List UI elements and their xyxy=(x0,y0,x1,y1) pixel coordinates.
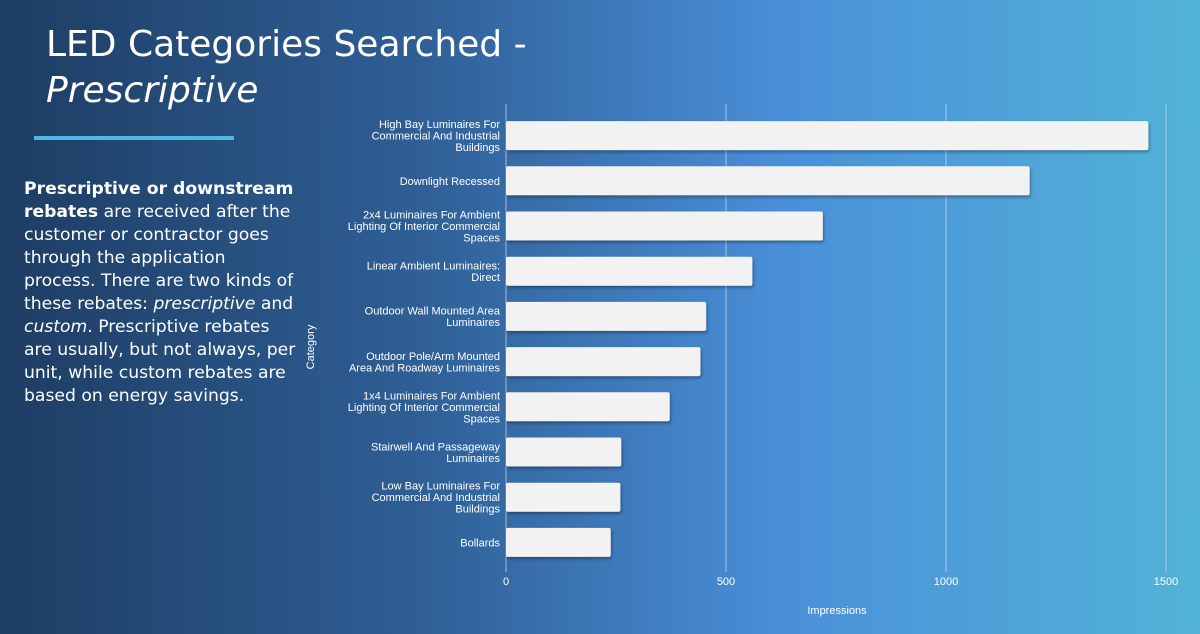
bar xyxy=(506,347,701,377)
bar xyxy=(506,121,1149,151)
description-paragraph: Prescriptive or downstream rebates are r… xyxy=(24,178,296,408)
x-tick-label: 1000 xyxy=(934,576,958,588)
x-axis-title: Impressions xyxy=(807,605,867,617)
category-label: 2x4 Luminaires For Ambient Lighting Of In… xyxy=(348,210,501,245)
description-text-2: and xyxy=(255,294,294,314)
description-italic-custom: custom xyxy=(24,317,88,337)
x-tick-label: 1500 xyxy=(1154,576,1178,588)
category-label: 1x4 Luminaires For Ambient Lighting Of In… xyxy=(348,390,501,425)
description-bold-lead: Prescriptive or downstream rebates xyxy=(24,179,294,222)
category-label: Low Bay Luminaires For Commercial And Ind… xyxy=(372,481,501,516)
bar xyxy=(506,392,670,422)
bar xyxy=(506,437,622,467)
x-tick-label: 0 xyxy=(503,576,509,588)
category-label: Downlight Recessed xyxy=(400,176,500,188)
bar xyxy=(506,301,707,331)
slide-title: LED Categories Searched - Prescriptive xyxy=(46,22,606,114)
bar xyxy=(506,482,621,512)
bar xyxy=(506,211,823,241)
title-line-1: LED Categories Searched - xyxy=(46,24,527,65)
category-label: Outdoor Wall Mounted Area Luminaires xyxy=(365,306,501,330)
description-italic-prescriptive: prescriptive xyxy=(153,294,256,314)
category-label: Bollards xyxy=(460,537,500,549)
description-text-3: . Prescriptive rebates are usually, but … xyxy=(24,317,296,406)
title-line-2: Prescriptive xyxy=(46,70,259,111)
category-label: Outdoor Pole/Arm Mounted Area And Roadway… xyxy=(349,351,501,375)
category-label: Linear Ambient Luminaires: Direct xyxy=(367,260,500,284)
category-label: High Bay Luminaires For Commercial And In… xyxy=(372,119,501,154)
x-tick-label: 500 xyxy=(717,576,735,588)
bar xyxy=(506,256,753,286)
bar xyxy=(506,527,611,557)
bar xyxy=(506,166,1030,196)
category-label: Stairwell And Passageway Luminaires xyxy=(371,441,501,465)
y-axis-title: Category xyxy=(305,324,317,369)
accent-divider xyxy=(34,136,234,140)
description-text-1: are received after the customer or contr… xyxy=(24,202,294,314)
